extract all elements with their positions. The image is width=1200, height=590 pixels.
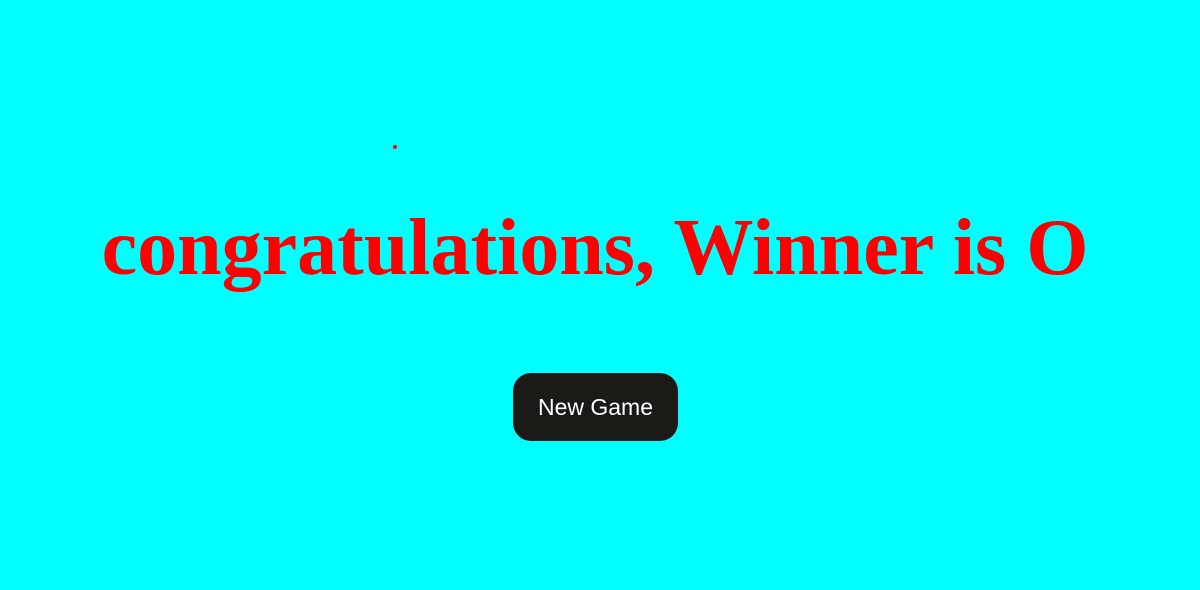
new-game-button[interactable]: New Game xyxy=(513,373,678,441)
stray-dot xyxy=(393,145,397,149)
winner-message: congratulations, Winner is O xyxy=(101,204,1089,292)
